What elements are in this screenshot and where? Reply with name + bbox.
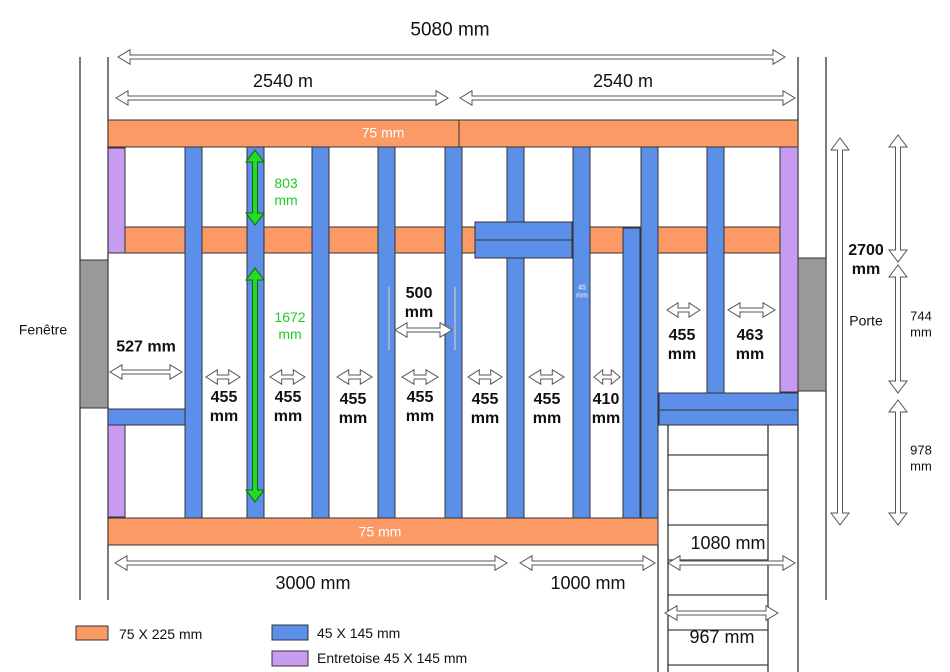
dim-label: 455 mm [209,388,239,425]
dim-label: 410 mm [591,390,621,427]
joist [184,146,203,519]
joist [658,409,799,426]
dimension-arrow [888,399,908,526]
brace [107,424,126,518]
dimension-arrow [245,267,265,503]
dim-label: 744 mm [910,308,932,339]
beam [107,119,460,148]
dimension-arrow [269,368,306,386]
brace [779,146,799,393]
dim-label: 3000 mm [275,573,351,594]
dim-label: 2540 m [252,71,314,92]
window [79,259,109,409]
door [797,257,827,392]
dim-label: 1000 mm [550,573,626,594]
dimension-arrow [528,368,565,386]
dimension-arrow [888,264,908,394]
dimension-arrow [245,149,265,226]
dimension-arrow [117,48,786,66]
joist [706,146,725,394]
dimension-arrow [830,137,850,526]
dimension-arrow [459,89,796,107]
joist [658,392,799,411]
dim-label: 455 mm [667,326,697,363]
dimension-arrow [727,301,776,319]
dim-label: 455 mm [470,390,500,427]
dimension-arrow [336,368,373,386]
legend-label: Entretoise 45 X 145 mm [317,650,468,666]
window-label: Fenêtre [18,321,68,338]
dimension-arrow [401,368,439,386]
beam [458,119,799,148]
dim-label: 2540 m [592,71,654,92]
dim-label: 1080 mm [690,533,766,554]
dim-label: 803 mm [274,175,298,208]
beam [107,517,659,546]
dim-label: 455 mm [338,390,368,427]
dim-label: 455 mm [532,390,562,427]
legend-swatch [271,650,309,667]
dim-label: 2700 mm [848,241,884,278]
dim-label: 500 mm [404,284,434,321]
joist [506,146,525,519]
joist [474,221,573,241]
dim-label: 455 mm [273,388,303,425]
dimension-arrow [114,554,508,572]
joist [622,227,641,519]
dimension-arrow [593,368,621,386]
legend-swatch [75,625,109,641]
dim-label: 45 mm [576,284,588,300]
dimension-arrow [888,134,908,263]
joist [640,146,659,519]
dimension-arrow [467,368,503,386]
joist [377,146,396,519]
joist [107,408,186,426]
dimension-arrow [667,554,796,572]
dim-label: 967 mm [689,627,755,648]
dim-label: 978 mm [910,442,932,473]
dim-label: 527 mm [116,338,176,356]
dim-label: 75 mm [361,124,405,141]
joist [572,146,591,519]
dim-label: 75 mm [358,523,402,540]
brace [107,147,126,254]
dim-label: 1672 mm [274,309,306,342]
dimension-arrow [519,554,656,572]
legend-swatch [271,624,309,641]
legend-label: 45 X 145 mm [317,625,401,641]
door-label: Porte [849,312,883,329]
dim-label: 455 mm [405,388,435,425]
dimension-arrow [394,321,453,339]
dimension-arrow [115,89,449,107]
dimension-arrow [109,363,183,381]
joist [311,146,330,519]
dim-label: 463 mm [735,326,765,363]
dimension-arrow [664,604,779,622]
dim-label: 5080 mm [410,19,490,41]
dimension-arrow [666,301,701,319]
joist [474,239,573,259]
dimension-arrow [205,368,241,386]
legend-label: 75 X 225 mm [119,626,203,642]
